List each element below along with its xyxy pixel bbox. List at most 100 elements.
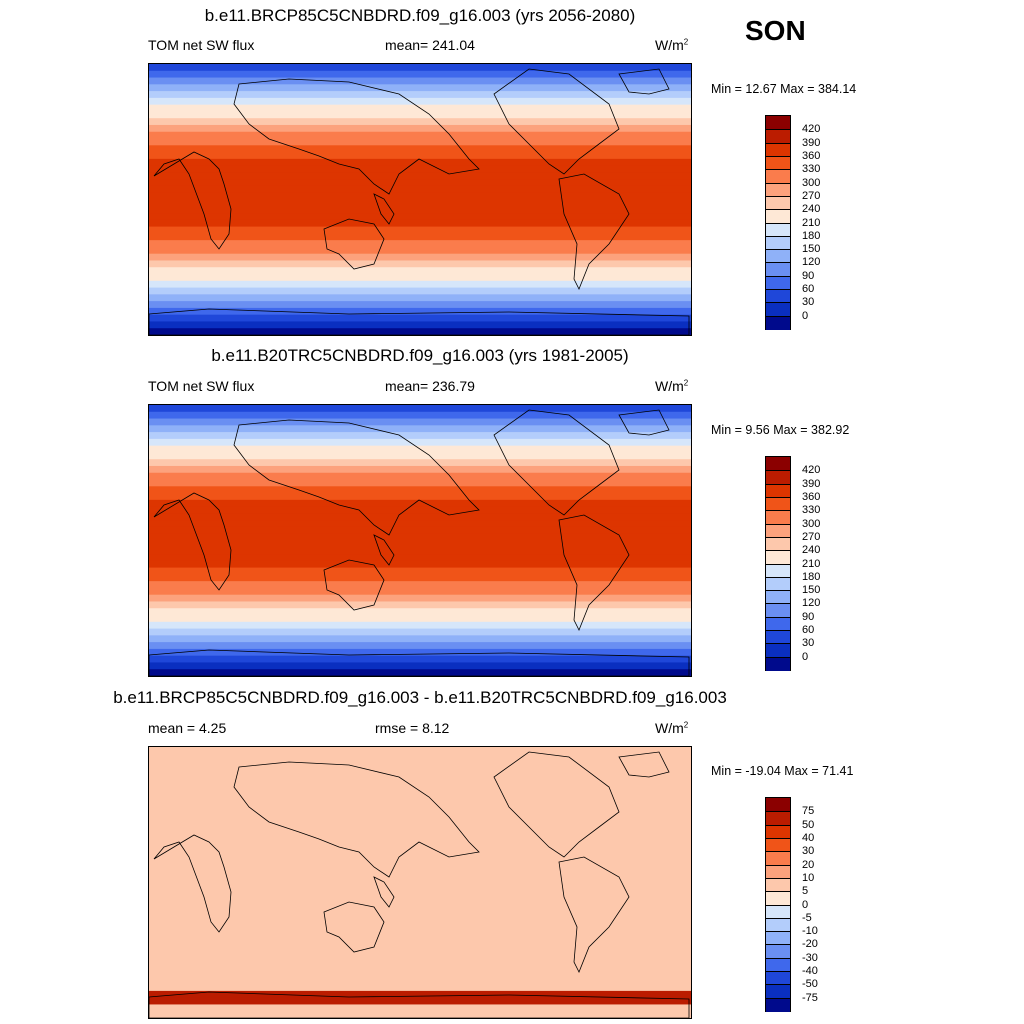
panel-title: b.e11.B20TRC5CNBDRD.f09_g16.003 (yrs 198… <box>211 346 629 365</box>
colorbar-box <box>766 209 790 224</box>
colorbar-box <box>766 536 790 552</box>
colorbar-label: -10 <box>802 925 818 938</box>
colorbar-box <box>766 576 790 592</box>
field-band <box>149 185 691 194</box>
coastline <box>618 409 670 436</box>
field-band <box>149 267 691 276</box>
field-band <box>149 828 691 837</box>
colorbar-label: 300 <box>802 517 821 530</box>
field-band <box>149 219 691 228</box>
field-band <box>149 963 691 972</box>
field-band <box>149 540 691 549</box>
coastline <box>233 419 480 536</box>
field-band <box>149 240 691 248</box>
colorbar-box <box>766 931 790 946</box>
field-band <box>149 780 691 789</box>
field-band <box>149 943 691 952</box>
colorbar-box <box>766 643 790 658</box>
field-band <box>149 984 691 992</box>
field-band <box>149 862 691 870</box>
mean-label: mean= 241.04 <box>385 37 475 53</box>
field-band <box>149 896 691 904</box>
colorbar: 420 390 360 330 300 270 240 210 180 150 120 90 60 30 0 <box>765 115 820 330</box>
field-band <box>149 587 691 596</box>
coastline <box>153 834 232 933</box>
colorbar-label: 30 <box>802 296 815 309</box>
colorbar-box <box>766 262 790 277</box>
colorbar-box <box>766 195 790 211</box>
colorbar-box <box>766 142 790 157</box>
field-band <box>149 567 691 576</box>
colorbar-label: 50 <box>802 818 815 831</box>
colorbar-label: 420 <box>802 123 821 136</box>
coastline <box>149 649 690 676</box>
field-band <box>149 118 691 126</box>
field-band <box>149 774 691 782</box>
minmax-label: Min = 12.67 Max = 384.14 <box>711 82 857 96</box>
minmax-label: Min = 9.56 Max = 382.92 <box>711 423 850 437</box>
field-band <box>149 929 691 938</box>
colorbar-box <box>766 904 790 919</box>
field-band <box>149 875 691 884</box>
colorbar-label: 330 <box>802 163 821 176</box>
coastline <box>233 78 480 195</box>
colorbar-label: 0 <box>802 309 809 322</box>
minmax-label: Min = -19.04 Max = 71.41 <box>711 764 854 778</box>
colorbar-label: 60 <box>802 283 815 296</box>
field-band <box>149 307 691 316</box>
field-band <box>149 747 691 755</box>
field-band <box>149 855 691 864</box>
colorbar-box <box>766 510 790 525</box>
colorbar-label: 120 <box>802 597 821 610</box>
field-band <box>149 801 691 809</box>
colorbar-label: 30 <box>802 845 815 858</box>
field-band <box>149 997 691 1006</box>
field-band <box>149 152 691 160</box>
colorbar-label: 5 <box>802 885 809 898</box>
colorbar-label: 90 <box>802 610 815 623</box>
field-band <box>149 882 691 891</box>
field-band <box>149 662 691 671</box>
field-band <box>149 909 691 918</box>
coastline <box>233 761 480 878</box>
coastline <box>493 751 620 858</box>
colorbar-label: 150 <box>802 243 821 256</box>
field-band <box>149 158 691 167</box>
colorbar-box <box>766 877 790 893</box>
field-band <box>149 868 691 877</box>
field-band <box>149 301 691 309</box>
field-band <box>149 287 691 296</box>
colorbar-label: 0 <box>802 898 809 911</box>
field-band <box>149 970 691 979</box>
field-band <box>149 199 691 208</box>
map-svg <box>149 405 691 676</box>
colorbar-label: 330 <box>802 504 821 517</box>
colorbar-box <box>766 470 790 485</box>
field-band <box>149 807 691 816</box>
field-band <box>149 1004 691 1013</box>
colorbar-box <box>766 496 790 512</box>
field-band <box>149 77 691 86</box>
field-band <box>149 280 691 289</box>
colorbar-box <box>766 222 790 237</box>
field-band <box>149 179 691 187</box>
field-band <box>149 821 691 830</box>
field-band <box>149 206 691 215</box>
field-band <box>149 452 691 461</box>
field-band <box>149 411 691 420</box>
field-band <box>149 635 691 644</box>
colorbar-label: -5 <box>802 911 812 924</box>
field-band <box>149 405 691 413</box>
colorbar-box <box>766 837 790 853</box>
field-band <box>149 70 691 79</box>
field-band <box>149 526 691 535</box>
field-band <box>149 253 691 262</box>
field-band <box>149 314 691 323</box>
colorbar-label: 180 <box>802 570 821 583</box>
field-band <box>149 432 691 440</box>
field-band <box>149 233 691 242</box>
colorbar-label: 210 <box>802 216 821 229</box>
season-label: SON <box>745 15 806 46</box>
colorbar-box <box>766 971 790 986</box>
field-band <box>149 172 691 181</box>
